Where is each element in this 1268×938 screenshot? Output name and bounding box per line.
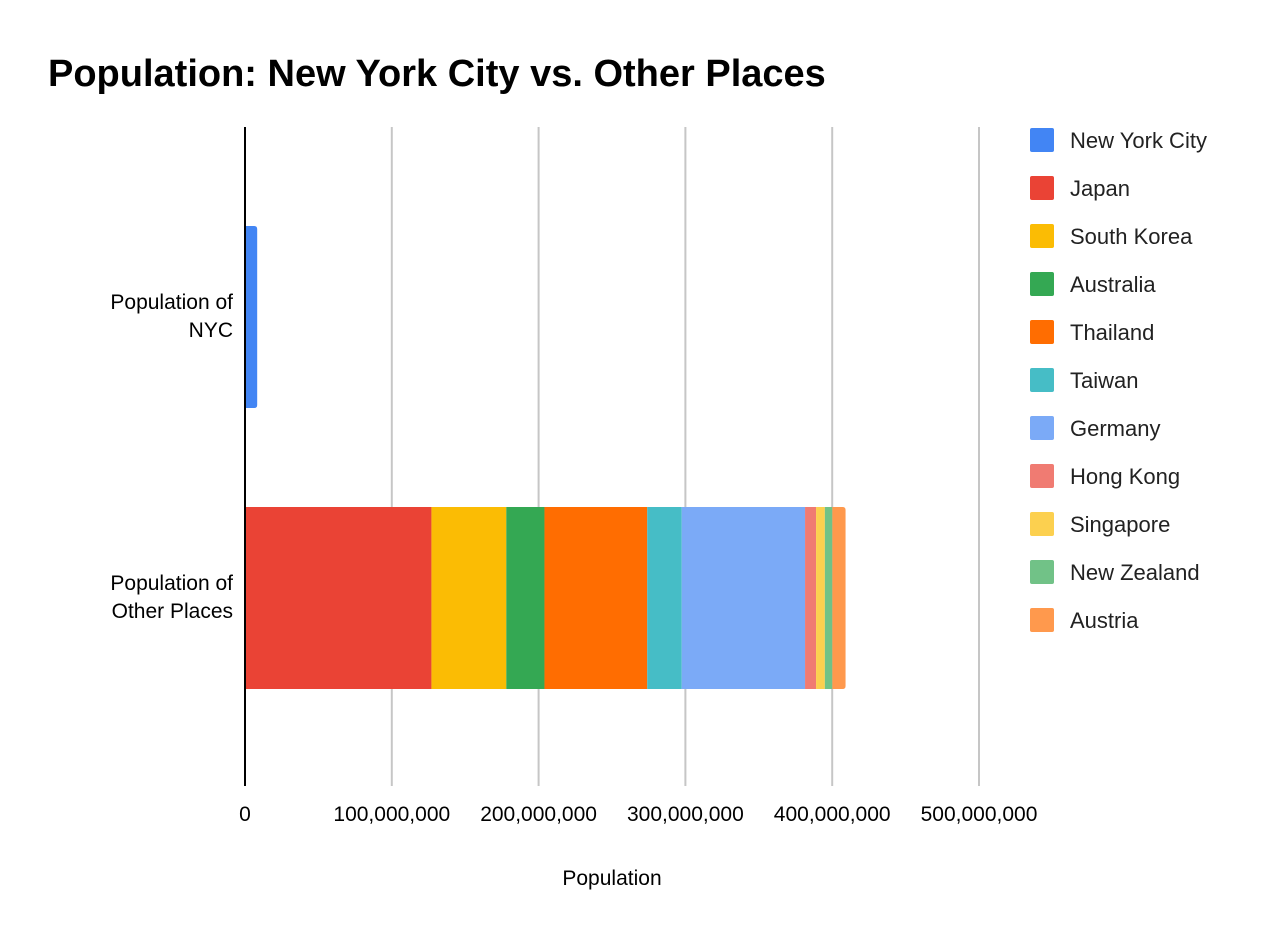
bar-segment	[245, 507, 432, 689]
legend-label: New Zealand	[1070, 560, 1200, 585]
legend-label: South Korea	[1070, 224, 1193, 249]
legend-swatch	[1030, 416, 1054, 440]
legend-swatch	[1030, 320, 1054, 344]
bar-segment	[647, 507, 682, 689]
legend-label: Singapore	[1070, 512, 1170, 537]
legend-swatch	[1030, 512, 1054, 536]
legend-swatch	[1030, 128, 1054, 152]
bar-segment	[824, 507, 833, 689]
bars	[245, 226, 846, 689]
legend-swatch	[1030, 176, 1054, 200]
legend-label: Taiwan	[1070, 368, 1138, 393]
legend-swatch	[1030, 608, 1054, 632]
legend-label: Hong Kong	[1070, 464, 1180, 489]
bar-segment	[245, 226, 258, 408]
bar-segment	[832, 507, 846, 689]
legend-label: Australia	[1070, 272, 1156, 297]
category-label: Population of	[110, 291, 233, 314]
x-tick-label: 0	[239, 803, 251, 826]
category-label: NYC	[189, 319, 233, 342]
legend-swatch	[1030, 272, 1054, 296]
legend-swatch	[1030, 368, 1054, 392]
chart-title: Population: New York City vs. Other Plac…	[48, 53, 826, 95]
bar-segment	[805, 507, 817, 689]
category-label: Other Places	[112, 600, 233, 623]
legend-label: New York City	[1070, 128, 1207, 153]
legend-label: Thailand	[1070, 320, 1154, 345]
category-label: Population of	[110, 572, 233, 595]
bar-segment	[431, 507, 507, 689]
legend-label: Austria	[1070, 608, 1139, 633]
x-tick-label: 200,000,000	[480, 803, 597, 826]
legend: New York City Japan South Korea Australia Th…	[1030, 128, 1207, 633]
bar-segment	[506, 507, 545, 689]
legend-swatch	[1030, 224, 1054, 248]
legend-swatch	[1030, 560, 1054, 584]
x-tick-label: 500,000,000	[921, 803, 1038, 826]
bar-segment	[681, 507, 806, 689]
bar-segment	[816, 507, 825, 689]
x-tick-label: 400,000,000	[774, 803, 891, 826]
bar-segment	[544, 507, 648, 689]
legend-swatch	[1030, 464, 1054, 488]
x-tick-label: 100,000,000	[333, 803, 450, 826]
x-tick-label: 300,000,000	[627, 803, 744, 826]
x-axis-title: Population	[562, 867, 661, 890]
legend-label: Germany	[1070, 416, 1160, 441]
y-axis-category-labels: Population of NYC Population of Other Place…	[110, 291, 233, 623]
legend-label: Japan	[1070, 176, 1130, 201]
x-axis-tick-labels: 0 100,000,000 200,000,000 300,000,000 400,00…	[239, 803, 1037, 826]
